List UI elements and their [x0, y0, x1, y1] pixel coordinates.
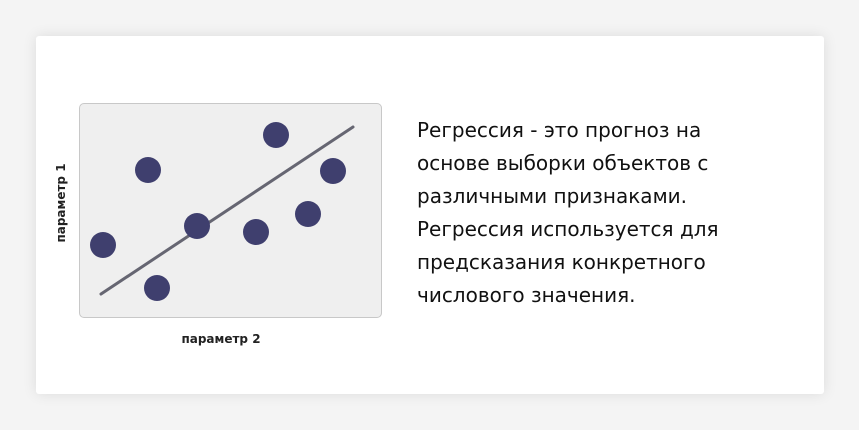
description-line: Регрессия - это прогноз на: [417, 118, 702, 142]
description-line: основе выборки объектов с: [417, 151, 709, 175]
regression-line: [99, 125, 355, 296]
x-axis-label: параметр 2: [181, 332, 261, 346]
description-line: различными признаками.: [417, 184, 688, 208]
regression-description: Регрессия - это прогноз на основе выборк…: [417, 114, 817, 312]
data-point: [320, 158, 346, 184]
description-line: предсказания конкретного: [417, 250, 706, 274]
data-point: [295, 201, 321, 227]
y-axis-label: параметр 1: [54, 163, 68, 243]
data-point: [135, 157, 161, 183]
description-line: Регрессия используется для: [417, 217, 719, 241]
data-point: [263, 122, 289, 148]
data-point: [90, 232, 116, 258]
description-line: числового значения.: [417, 283, 636, 307]
scatter-plot-frame: [79, 103, 382, 318]
data-point: [144, 275, 170, 301]
data-point: [184, 213, 210, 239]
data-point: [243, 219, 269, 245]
regression-scatter-plot: [90, 122, 355, 301]
